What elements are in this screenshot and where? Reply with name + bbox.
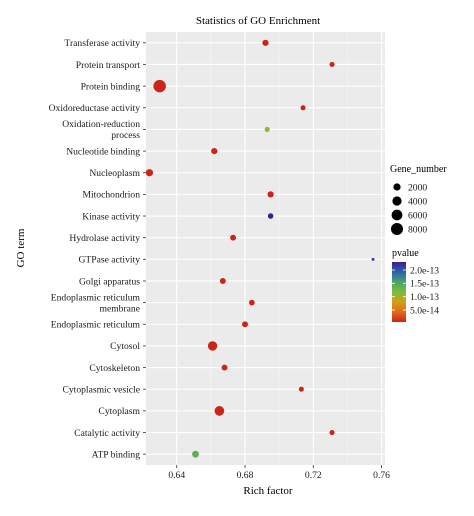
size-legend-dot — [391, 209, 403, 221]
y-tick-label: Endoplasmic reticulum — [51, 320, 141, 331]
data-point — [371, 257, 375, 261]
x-tick-label: 0.68 — [237, 470, 254, 481]
data-point — [207, 341, 218, 351]
color-legend: pvalue 2.0e-13 1.5e-13 1.0e-13 5.0e-14 — [392, 248, 439, 322]
data-point — [329, 429, 335, 436]
data-point — [262, 39, 269, 46]
grid-layer — [146, 32, 385, 465]
y-tick-label: Nucleotide binding — [66, 146, 140, 157]
size-legend-title: Gene_number — [390, 164, 447, 175]
y-tick-label: Nucleoplasm — [89, 168, 140, 179]
y-tick-label: Catalytic activity — [74, 428, 140, 439]
plot-panel — [146, 32, 385, 465]
x-tick-label: 0.64 — [168, 470, 185, 481]
chart-title: Statistics of GO Enrichment — [196, 15, 320, 27]
size-legend-label: 6000 — [408, 210, 427, 221]
data-point — [267, 191, 274, 198]
y-tick-labels: Transferase activity Protein transport Pro… — [49, 38, 146, 460]
x-tick-label: 0.72 — [305, 470, 322, 481]
data-point — [298, 386, 304, 392]
y-tick-label: Cytoskeleton — [89, 363, 140, 374]
y-tick-label: Oxidation-reduction process — [62, 119, 140, 141]
data-point — [242, 321, 248, 328]
color-bar — [392, 262, 406, 322]
y-tick-label: Endoplasmic reticulum membrane — [51, 292, 141, 314]
size-legend-dot — [393, 183, 401, 191]
size-legend-label: 2000 — [408, 182, 427, 193]
data-point — [230, 234, 237, 241]
x-axis-label: Rich factor — [243, 485, 293, 497]
data-point — [329, 61, 335, 68]
color-legend-title: pvalue — [392, 248, 419, 259]
y-tick-label: Hydrolase activity — [69, 233, 140, 244]
data-point — [219, 278, 226, 284]
data-point — [145, 169, 154, 177]
color-legend-label: 1.0e-13 — [410, 292, 439, 303]
y-tick-label: Mitochondrion — [82, 190, 140, 201]
y-tick-label: Transferase activity — [64, 38, 140, 49]
size-legend-dot — [392, 196, 402, 206]
color-legend-label: 1.5e-13 — [410, 279, 439, 290]
y-axis-label: GO term — [15, 228, 27, 267]
data-point — [214, 406, 225, 416]
y-tick-label: ATP binding — [92, 449, 141, 460]
color-legend-label: 2.0e-13 — [410, 265, 439, 276]
data-point — [153, 79, 166, 93]
data-point — [211, 147, 218, 155]
y-tick-label: Cytoplasmic vesicle — [62, 385, 140, 396]
size-legend-label: 8000 — [408, 224, 427, 235]
size-legend: Gene_number 2000 4000 6000 8000 — [390, 164, 447, 235]
data-point — [264, 126, 270, 132]
y-tick-label: Cytoplasm — [98, 406, 140, 417]
y-tick-label: Protein transport — [76, 60, 141, 71]
size-legend-label: 4000 — [408, 196, 427, 207]
data-points — [145, 39, 375, 458]
x-tick-labels: 0.64 0.68 0.72 0.76 — [168, 465, 390, 481]
y-tick-label: Oxidoreductase activity — [49, 103, 141, 114]
data-point — [267, 213, 274, 219]
y-tick-label: Kinase activity — [82, 211, 140, 222]
y-tick-label: GTPase activity — [78, 255, 140, 266]
data-point — [248, 299, 255, 306]
y-tick-label: Cytosol — [110, 341, 140, 352]
x-tick-label: 0.76 — [373, 470, 390, 481]
data-point — [300, 105, 306, 111]
size-legend-dot — [390, 222, 404, 236]
color-legend-label: 5.0e-14 — [410, 305, 439, 316]
data-point — [221, 364, 228, 371]
y-tick-label: Golgi apparatus — [79, 276, 140, 287]
data-point — [192, 450, 199, 458]
y-tick-label: Protein binding — [81, 81, 141, 92]
